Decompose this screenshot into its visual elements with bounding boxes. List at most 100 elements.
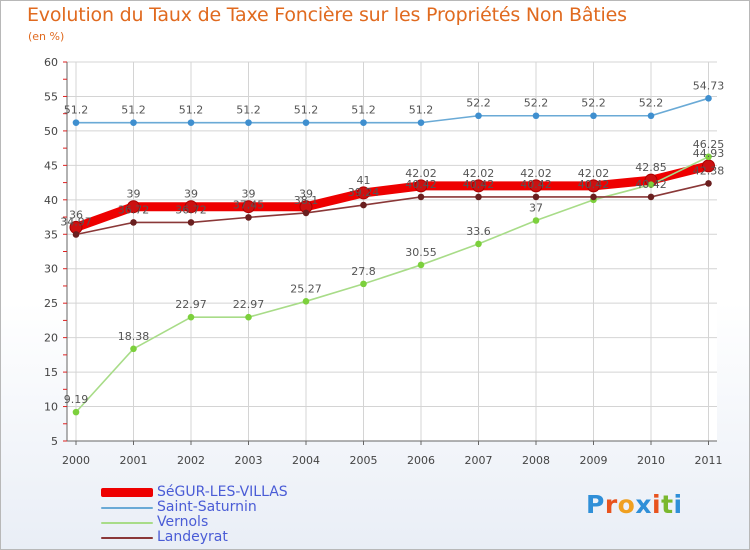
- data-label: 42.02: [405, 167, 437, 180]
- data-label: 39: [242, 188, 256, 201]
- data-point: [417, 119, 425, 126]
- data-label: 34.97: [60, 215, 92, 228]
- chart-title: Evolution du Taux de Taxe Foncière sur l…: [27, 4, 627, 26]
- data-point: [245, 119, 252, 126]
- data-label: 52.2: [639, 97, 664, 110]
- x-tick-label: 2008: [522, 454, 550, 467]
- data-label: 27.8: [351, 265, 376, 278]
- data-label: 22.97: [233, 298, 265, 311]
- brand-letter: P: [586, 490, 605, 519]
- data-label: 36.72: [118, 203, 150, 216]
- data-point: [184, 200, 198, 214]
- data-label: 25.27: [290, 282, 322, 295]
- data-label: 38.1: [294, 194, 319, 207]
- data-point: [475, 240, 482, 248]
- x-tick-label: 2002: [177, 454, 205, 467]
- y-tick-label: 50: [44, 125, 58, 138]
- x-tick-label: 2001: [120, 454, 148, 467]
- legend-label: Landeyrat: [157, 529, 228, 545]
- data-label: 9.19: [64, 393, 89, 406]
- data-point: [705, 95, 712, 102]
- legend: SéGUR-LES-VILLAS Saint-Saturnin Vernols Lan…: [101, 485, 288, 545]
- data-label: 42.38: [693, 164, 725, 177]
- data-label: 51.2: [236, 104, 261, 117]
- brand-letter: x: [635, 490, 652, 519]
- data-point: [72, 408, 80, 416]
- legend-item: Saint-Saturnin: [101, 500, 288, 515]
- data-label: 37.45: [233, 198, 265, 211]
- data-label: 51.2: [351, 104, 376, 117]
- data-label: 18.38: [118, 330, 150, 343]
- data-point: [417, 193, 425, 201]
- y-tick-label: 25: [44, 297, 58, 310]
- plot-area: [67, 62, 717, 441]
- x-tick-label: 2003: [235, 454, 263, 467]
- data-label: 39: [299, 188, 313, 201]
- data-label: 40.42: [463, 178, 495, 191]
- legend-label: Saint-Saturnin: [157, 499, 257, 515]
- data-label: 39: [184, 188, 198, 201]
- y-tick-label: 5: [51, 435, 58, 448]
- data-point: [705, 180, 712, 187]
- data-point: [127, 200, 140, 214]
- data-label: 52.2: [466, 97, 491, 110]
- x-tick-label: 2005: [350, 454, 378, 467]
- data-label: 36: [69, 208, 83, 221]
- data-point: [130, 345, 137, 353]
- data-label: 40.42: [405, 178, 437, 191]
- data-label: 54.73: [693, 79, 725, 92]
- data-point: [130, 119, 137, 126]
- brand-letter: i: [652, 490, 662, 519]
- data-point: [302, 298, 310, 305]
- x-tick-label: 2007: [465, 454, 493, 467]
- data-label: 36.72: [175, 203, 207, 216]
- x-tick-label: 2010: [637, 454, 665, 467]
- y-tick-label: 20: [44, 332, 58, 345]
- data-point: [242, 200, 255, 214]
- data-label: 51.2: [179, 104, 204, 117]
- x-tick-label: 2009: [580, 454, 608, 467]
- data-point: [245, 313, 252, 321]
- data-label: 52.2: [581, 97, 606, 110]
- y-tick-label: 60: [44, 56, 58, 69]
- data-point: [587, 179, 600, 193]
- x-tick-label: 2000: [62, 454, 90, 467]
- y-tick-label: 35: [44, 228, 58, 241]
- y-tick-label: 10: [44, 401, 58, 414]
- x-tick-label: 2011: [695, 454, 723, 467]
- brand-letter: o: [617, 490, 636, 519]
- data-point: [590, 193, 597, 201]
- data-label: 52.2: [524, 97, 549, 110]
- y-unit-label: (en %): [28, 30, 65, 43]
- series-line: [75, 97, 710, 124]
- data-point: [357, 186, 370, 200]
- y-tick-label: 45: [44, 159, 58, 172]
- data-label: 40.42: [635, 178, 667, 191]
- data-point: [72, 119, 80, 126]
- data-point: [245, 214, 252, 221]
- data-point: [360, 201, 367, 209]
- series-line: [71, 161, 713, 232]
- data-point: [590, 112, 597, 120]
- data-label: 46.25: [693, 138, 725, 151]
- data-point: [705, 153, 712, 161]
- data-point: [187, 313, 195, 321]
- y-tick-label: 55: [44, 90, 58, 103]
- data-label: 44.93: [693, 147, 725, 160]
- data-label: 51.2: [409, 104, 434, 117]
- y-tick-label: 30: [44, 263, 58, 276]
- data-point: [417, 261, 425, 269]
- series-line: [75, 182, 710, 236]
- data-point: [475, 193, 482, 201]
- x-tick-label: 2004: [292, 454, 320, 467]
- legend-swatch: [101, 506, 153, 509]
- data-label: 33.6: [466, 225, 491, 238]
- data-point: [532, 193, 540, 201]
- data-point: [414, 179, 428, 193]
- data-label: 42.02: [463, 167, 495, 180]
- data-label: 40.42: [578, 178, 610, 191]
- legend-label: SéGUR-LES-VILLAS: [157, 484, 288, 500]
- data-label: 37: [529, 201, 543, 214]
- x-tick-label: 2006: [407, 454, 435, 467]
